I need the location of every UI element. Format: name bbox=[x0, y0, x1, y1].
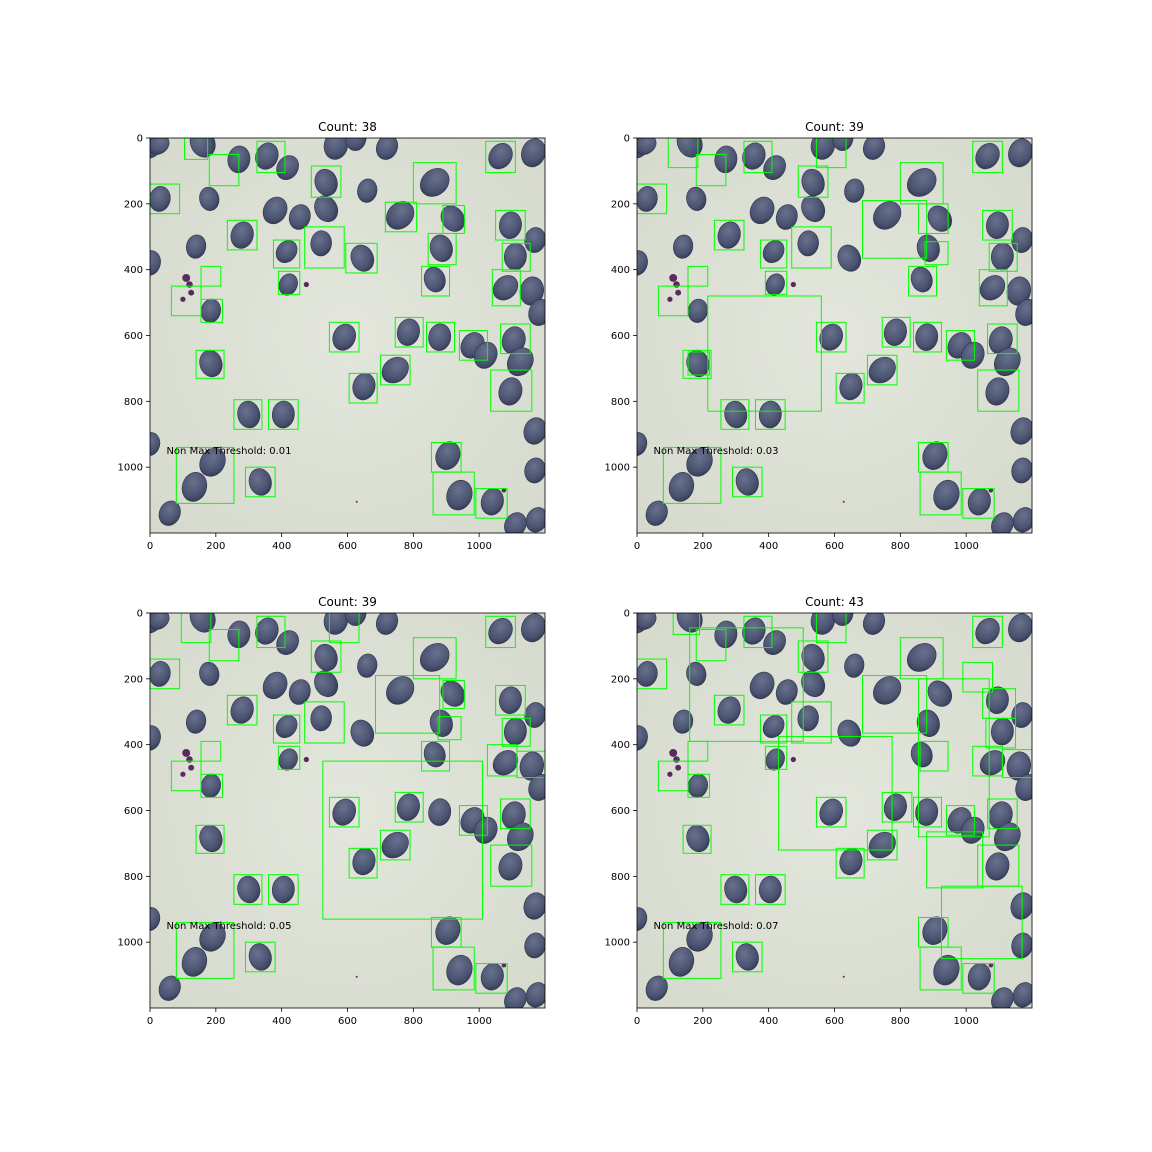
x-tick-label: 200 bbox=[206, 1016, 225, 1027]
y-tick-label: 400 bbox=[124, 265, 143, 276]
x-tick-label: 1000 bbox=[953, 1016, 978, 1027]
microscopy-image bbox=[134, 599, 556, 1015]
x-tick-label: 800 bbox=[404, 541, 423, 552]
threshold-annotation: Non Max Threshold: 0.01 bbox=[166, 446, 291, 457]
y-tick-label: 0 bbox=[624, 609, 630, 620]
x-tick-label: 400 bbox=[272, 1016, 291, 1027]
y-tick-label: 0 bbox=[137, 609, 143, 620]
x-tick-label: 1000 bbox=[953, 541, 978, 552]
y-tick-label: 600 bbox=[611, 806, 630, 817]
parasite-stain bbox=[186, 756, 193, 763]
y-tick-label: 1000 bbox=[605, 463, 630, 474]
parasite-stain bbox=[304, 757, 309, 762]
panel-3: 0 200 400 600 800 1000 0 200 400 600 800 1000 Count:… bbox=[118, 595, 556, 1027]
x-tick-label: 600 bbox=[825, 1016, 844, 1027]
x-tick-label: 800 bbox=[891, 1016, 910, 1027]
x-tick-label: 1000 bbox=[466, 1016, 491, 1027]
parasite-stain bbox=[667, 772, 672, 777]
y-tick-label: 800 bbox=[124, 397, 143, 408]
x-tick-label: 0 bbox=[147, 1016, 153, 1027]
y-tick-label: 400 bbox=[611, 265, 630, 276]
y-tick-label: 200 bbox=[124, 199, 143, 210]
microscopy-image bbox=[621, 124, 1043, 540]
parasite-stain bbox=[180, 297, 185, 302]
parasite-stain bbox=[791, 757, 796, 762]
y-tick-label: 200 bbox=[611, 199, 630, 210]
y-tick-label: 400 bbox=[611, 740, 630, 751]
x-tick-label: 0 bbox=[634, 1016, 640, 1027]
x-tick-label: 600 bbox=[825, 541, 844, 552]
x-tick-label: 200 bbox=[206, 541, 225, 552]
parasite-stain bbox=[186, 281, 193, 288]
microscopy-image bbox=[134, 124, 556, 540]
x-tick-label: 200 bbox=[693, 1016, 712, 1027]
y-tick-label: 200 bbox=[611, 674, 630, 685]
y-tick-label: 200 bbox=[124, 674, 143, 685]
parasite-stain bbox=[182, 749, 190, 757]
x-tick-label: 600 bbox=[338, 1016, 357, 1027]
parasite-stain bbox=[675, 290, 681, 296]
threshold-annotation: Non Max Threshold: 0.05 bbox=[166, 921, 291, 932]
parasite-stain bbox=[843, 501, 845, 503]
parasite-stain bbox=[356, 976, 358, 978]
x-tick-label: 0 bbox=[147, 541, 153, 552]
panel-1: 0 200 400 600 800 1000 0 200 400 600 800 1000 Count:… bbox=[118, 120, 556, 552]
y-tick-label: 0 bbox=[137, 134, 143, 145]
parasite-stain bbox=[188, 765, 194, 771]
parasite-stain bbox=[304, 282, 309, 287]
x-tick-label: 800 bbox=[891, 541, 910, 552]
threshold-annotation: Non Max Threshold: 0.07 bbox=[653, 921, 778, 932]
y-tick-label: 800 bbox=[611, 397, 630, 408]
threshold-annotation: Non Max Threshold: 0.03 bbox=[653, 446, 778, 457]
y-tick-label: 1000 bbox=[118, 463, 143, 474]
x-tick-label: 0 bbox=[634, 541, 640, 552]
parasite-stain bbox=[667, 297, 672, 302]
x-tick-label: 200 bbox=[693, 541, 712, 552]
x-tick-label: 600 bbox=[338, 541, 357, 552]
y-tick-label: 600 bbox=[124, 806, 143, 817]
panel-title: Count: 39 bbox=[318, 595, 377, 609]
parasite-stain bbox=[356, 501, 358, 503]
parasite-stain bbox=[673, 281, 680, 288]
parasite-stain bbox=[673, 756, 680, 763]
x-tick-label: 800 bbox=[404, 1016, 423, 1027]
y-tick-label: 600 bbox=[611, 331, 630, 342]
panel-2: 0 200 400 600 800 1000 0 200 400 600 800 1000 Count:… bbox=[605, 120, 1043, 552]
y-tick-label: 400 bbox=[124, 740, 143, 751]
y-tick-label: 1000 bbox=[605, 938, 630, 949]
x-tick-label: 400 bbox=[759, 541, 778, 552]
panel-4: 0 200 400 600 800 1000 0 200 400 600 800 1000 Count:… bbox=[605, 595, 1043, 1027]
panel-title: Count: 38 bbox=[318, 120, 377, 134]
parasite-stain bbox=[675, 765, 681, 771]
parasite-stain bbox=[188, 290, 194, 296]
parasite-stain bbox=[669, 749, 677, 757]
panel-title: Count: 39 bbox=[805, 120, 864, 134]
y-tick-label: 800 bbox=[611, 872, 630, 883]
y-tick-label: 800 bbox=[124, 872, 143, 883]
parasite-stain bbox=[843, 976, 845, 978]
parasite-stain bbox=[791, 282, 796, 287]
parasite-stain bbox=[180, 772, 185, 777]
y-tick-label: 600 bbox=[124, 331, 143, 342]
x-tick-label: 1000 bbox=[466, 541, 491, 552]
x-tick-label: 400 bbox=[272, 541, 291, 552]
parasite-stain bbox=[669, 274, 677, 282]
parasite-stain bbox=[182, 274, 190, 282]
x-tick-label: 400 bbox=[759, 1016, 778, 1027]
panel-title: Count: 43 bbox=[805, 595, 864, 609]
microscopy-image bbox=[621, 599, 1043, 1015]
y-tick-label: 1000 bbox=[118, 938, 143, 949]
y-tick-label: 0 bbox=[624, 134, 630, 145]
